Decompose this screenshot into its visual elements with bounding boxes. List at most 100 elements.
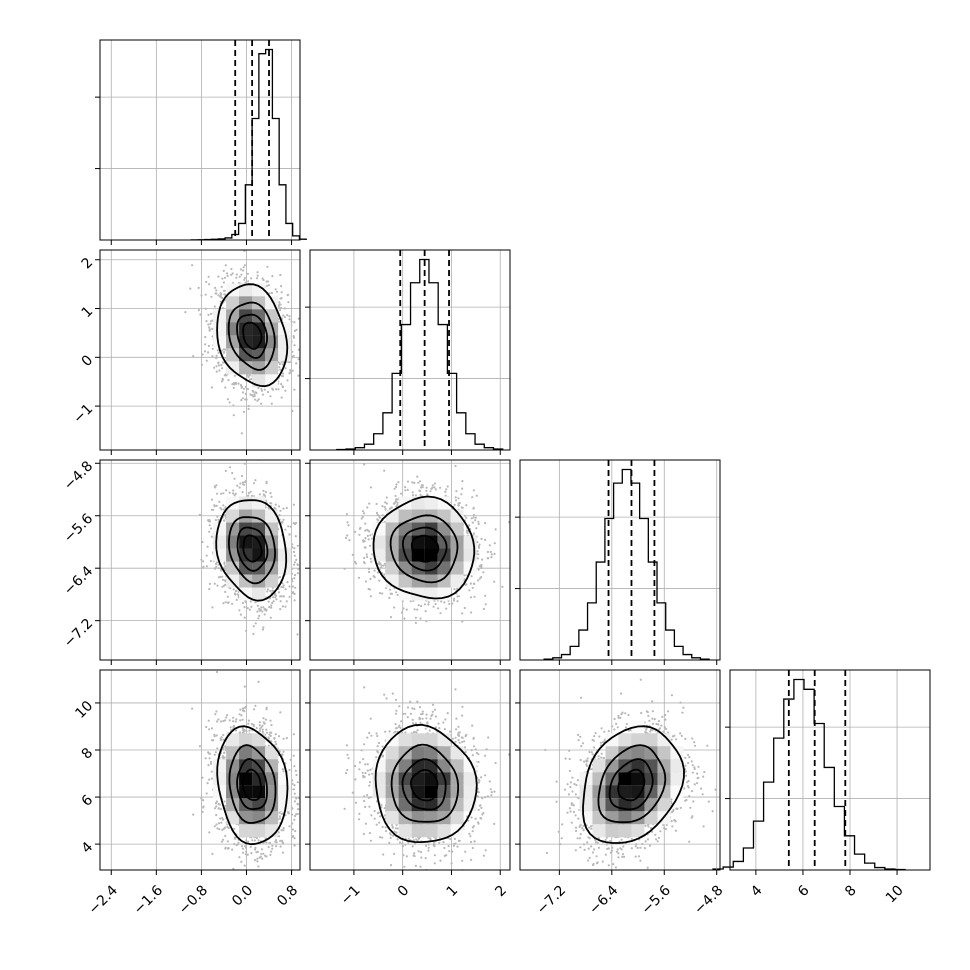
scatter-point xyxy=(234,381,238,384)
scatter-point xyxy=(269,616,272,619)
scatter-point xyxy=(207,323,210,326)
scatter-point xyxy=(258,614,261,618)
scatter-point xyxy=(293,321,296,324)
scatter-point xyxy=(279,368,282,371)
density-cell xyxy=(252,309,266,323)
density-cell xyxy=(278,348,292,362)
density-cell xyxy=(252,574,266,588)
scatter-point xyxy=(247,494,250,497)
scatter-point xyxy=(424,610,427,613)
scatter-point xyxy=(236,484,239,487)
scatter-point xyxy=(396,501,399,504)
scatter-point xyxy=(235,598,238,602)
scatter-point xyxy=(293,522,297,526)
scatter-point xyxy=(233,383,236,386)
scatter-point xyxy=(244,281,247,284)
scatter-point xyxy=(231,602,234,605)
scatter-point xyxy=(199,313,202,316)
scatter-point xyxy=(214,562,218,566)
scatter-point xyxy=(241,491,244,494)
scatter-point xyxy=(291,409,294,412)
scatter-point xyxy=(272,600,275,603)
panel-frame xyxy=(99,459,301,661)
scatter-point xyxy=(304,544,306,546)
scatter-point xyxy=(237,382,240,385)
scatter-point xyxy=(256,399,259,402)
scatter-point xyxy=(263,613,266,616)
scatter-point xyxy=(465,504,468,507)
density-cell xyxy=(265,374,279,388)
scatter-point xyxy=(222,492,225,495)
scatter-point xyxy=(222,602,225,605)
scatter-point xyxy=(241,391,245,394)
scatter-point xyxy=(301,359,303,361)
scatter-point xyxy=(224,348,227,351)
scatter-point xyxy=(214,567,217,570)
hist-panel-0 xyxy=(95,39,307,245)
scatter-point xyxy=(292,354,295,357)
scatter-point xyxy=(296,572,299,575)
scatter-point xyxy=(216,584,219,587)
scatter-point xyxy=(213,582,216,585)
density-cell xyxy=(265,309,279,323)
scatter-point xyxy=(252,625,255,628)
scatter-point xyxy=(282,586,285,589)
scatter-point xyxy=(243,278,246,281)
scatter-point xyxy=(427,601,430,604)
scatter-point xyxy=(278,576,282,579)
scatter-point xyxy=(224,515,227,518)
scatter-point xyxy=(208,519,211,522)
scatter-point xyxy=(231,272,234,275)
scatter-point xyxy=(221,307,225,310)
scatter-point xyxy=(287,301,290,304)
scatter-point xyxy=(419,493,422,496)
panel-content xyxy=(310,460,510,660)
scatter-point xyxy=(384,501,387,504)
scatter-point xyxy=(243,276,246,279)
scatter-point xyxy=(279,600,282,603)
scatter-point xyxy=(206,545,209,548)
scatter-point xyxy=(254,398,257,401)
scatter-point xyxy=(290,320,293,323)
scatter-point xyxy=(308,603,310,605)
scatter-point xyxy=(291,567,294,570)
panel-frame xyxy=(729,669,931,871)
scatter-point xyxy=(282,595,285,598)
scatter-point xyxy=(271,601,274,605)
scatter-point xyxy=(220,364,223,367)
scatter-point xyxy=(472,514,476,517)
scatter-point xyxy=(270,402,273,405)
scatter-point xyxy=(220,380,224,383)
scatter-point xyxy=(224,583,227,587)
scatter-point xyxy=(220,349,223,352)
scatter-point xyxy=(258,609,261,612)
scatter-point xyxy=(240,273,243,276)
scatter-point xyxy=(254,622,257,625)
scatter-point xyxy=(221,578,225,581)
scatter-point xyxy=(252,482,256,485)
scatter-point xyxy=(265,499,268,502)
scatter-point xyxy=(244,398,247,401)
scatter-point xyxy=(280,291,283,294)
scatter-point xyxy=(290,578,294,581)
scatter-point xyxy=(211,355,214,358)
scatter-point xyxy=(268,606,271,609)
scatter-point xyxy=(209,559,212,563)
scatter-point xyxy=(258,607,261,611)
scatter-point xyxy=(204,307,207,310)
scatter-point xyxy=(414,494,417,497)
scatter-point xyxy=(239,613,242,616)
scatter-point xyxy=(220,285,223,288)
contour-1 xyxy=(227,516,277,585)
scatter-point xyxy=(246,388,249,391)
scatter-point xyxy=(265,284,269,287)
scatter-point xyxy=(207,313,210,316)
density-cell xyxy=(278,548,292,562)
scatter-point xyxy=(222,281,225,284)
scatter-point xyxy=(282,518,285,521)
scatter-point xyxy=(261,610,264,613)
scatter-point xyxy=(212,508,215,511)
scatter-point xyxy=(286,294,289,297)
scatter-point xyxy=(293,592,296,596)
